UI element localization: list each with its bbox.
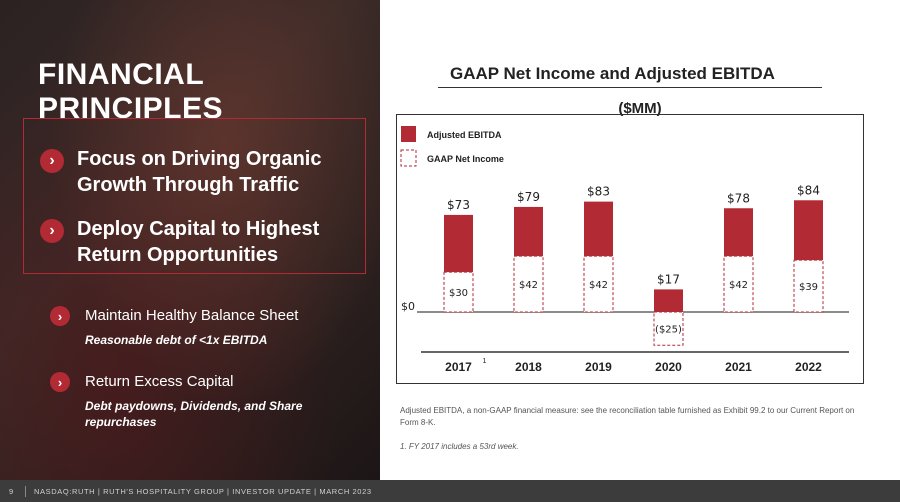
data-label-gaap-net-income: $42	[729, 280, 748, 291]
focus-bullet-1: › Focus on Driving Organic Growth Throug…	[40, 146, 347, 198]
legend-label-net-income: GAAP Net Income	[427, 154, 504, 164]
bar-adjusted-ebitda	[654, 289, 683, 312]
data-label-gaap-net-income: $42	[519, 280, 538, 291]
data-label-adjusted-ebitda: $73	[447, 198, 470, 212]
footnote-ebitda: Adjusted EBITDA, a non-GAAP financial me…	[400, 406, 855, 427]
x-tick-label: 2017	[445, 360, 472, 374]
bar-gaap-net-income	[583, 255, 614, 313]
bar-gaap-net-income	[653, 311, 684, 346]
chevron-right-icon: ›	[40, 149, 64, 173]
principle-item-1: › Maintain Healthy Balance Sheet Reasona…	[50, 306, 325, 348]
chevron-right-icon: ›	[40, 219, 64, 243]
data-label-gaap-net-income: $39	[799, 282, 818, 293]
x-tick-label: 2019	[585, 360, 612, 374]
legend-label-ebitda: Adjusted EBITDA	[427, 130, 502, 140]
principle-label: Maintain Healthy Balance Sheet	[85, 307, 299, 324]
focus-bullet-label: Deploy Capital to Highest Return Opportu…	[77, 218, 320, 266]
data-label-adjusted-ebitda: $78	[727, 191, 750, 205]
chart-subtitle-row: ($MM)	[0, 100, 900, 118]
zero-axis-label: $0	[401, 300, 415, 313]
chart-subtitle: ($MM)	[618, 100, 662, 117]
x-tick-label: 2020	[655, 360, 682, 374]
principle-label: Return Excess Capital	[85, 373, 234, 390]
footer-divider	[25, 485, 26, 497]
footer-bar: 9 NASDAQ:RUTH | RUTH'S HOSPITALITY GROUP…	[0, 480, 900, 502]
x-tick-label: 2021	[725, 360, 752, 374]
title-underline	[438, 87, 822, 88]
data-label-gaap-net-income: ($25)	[655, 325, 682, 336]
data-label-gaap-net-income: $42	[589, 280, 608, 291]
page-number: 9	[9, 486, 14, 496]
data-label-adjusted-ebitda: $83	[587, 185, 610, 199]
focus-bullet-2: › Deploy Capital to Highest Return Oppor…	[40, 216, 347, 268]
footer-text: NASDAQ:RUTH | RUTH'S HOSPITALITY GROUP |…	[34, 486, 372, 496]
x-tick-label: 2018	[515, 360, 542, 374]
footnote-2017: 1. FY 2017 includes a 53rd week.	[400, 442, 519, 451]
bar-gaap-net-income	[793, 259, 824, 313]
x-tick-label: 2022	[795, 360, 822, 374]
bar-chart: $0 Adjusted EBITDA GAAP Net Income $73 $30 20…	[400, 126, 849, 374]
bar-gaap-net-income	[513, 255, 544, 313]
chart-title: GAAP Net Income and Adjusted EBITDA	[450, 64, 775, 83]
legend-swatch-net-income	[400, 149, 417, 167]
data-label-gaap-net-income: $30	[449, 288, 468, 299]
data-label-adjusted-ebitda: $79	[517, 190, 540, 204]
principle-sub: Debt paydowns, Dividends, and Share repu…	[85, 399, 303, 429]
principle-item-2: › Return Excess Capital Debt paydowns, D…	[50, 372, 325, 430]
chevron-right-icon: ›	[50, 372, 70, 392]
focus-box	[23, 118, 366, 274]
left-panel: FINANCIAL PRINCIPLES › Focus on Driving …	[0, 0, 380, 480]
legend-swatch-ebitda	[401, 126, 416, 142]
footnote-mark: 1	[483, 358, 487, 365]
bar-gaap-net-income	[443, 271, 474, 313]
focus-bullet-label: Focus on Driving Organic Growth Through …	[77, 148, 322, 196]
chevron-right-icon: ›	[50, 306, 70, 326]
data-label-adjusted-ebitda: $17	[657, 272, 680, 286]
bar-gaap-net-income	[723, 255, 754, 313]
page-title: FINANCIAL PRINCIPLES	[38, 58, 224, 125]
data-label-adjusted-ebitda: $84	[797, 183, 820, 197]
chart-frame: $0 Adjusted EBITDA GAAP Net Income $73 $30 20…	[396, 114, 864, 384]
principle-sub: Reasonable debt of <1x EBITDA	[85, 333, 268, 347]
